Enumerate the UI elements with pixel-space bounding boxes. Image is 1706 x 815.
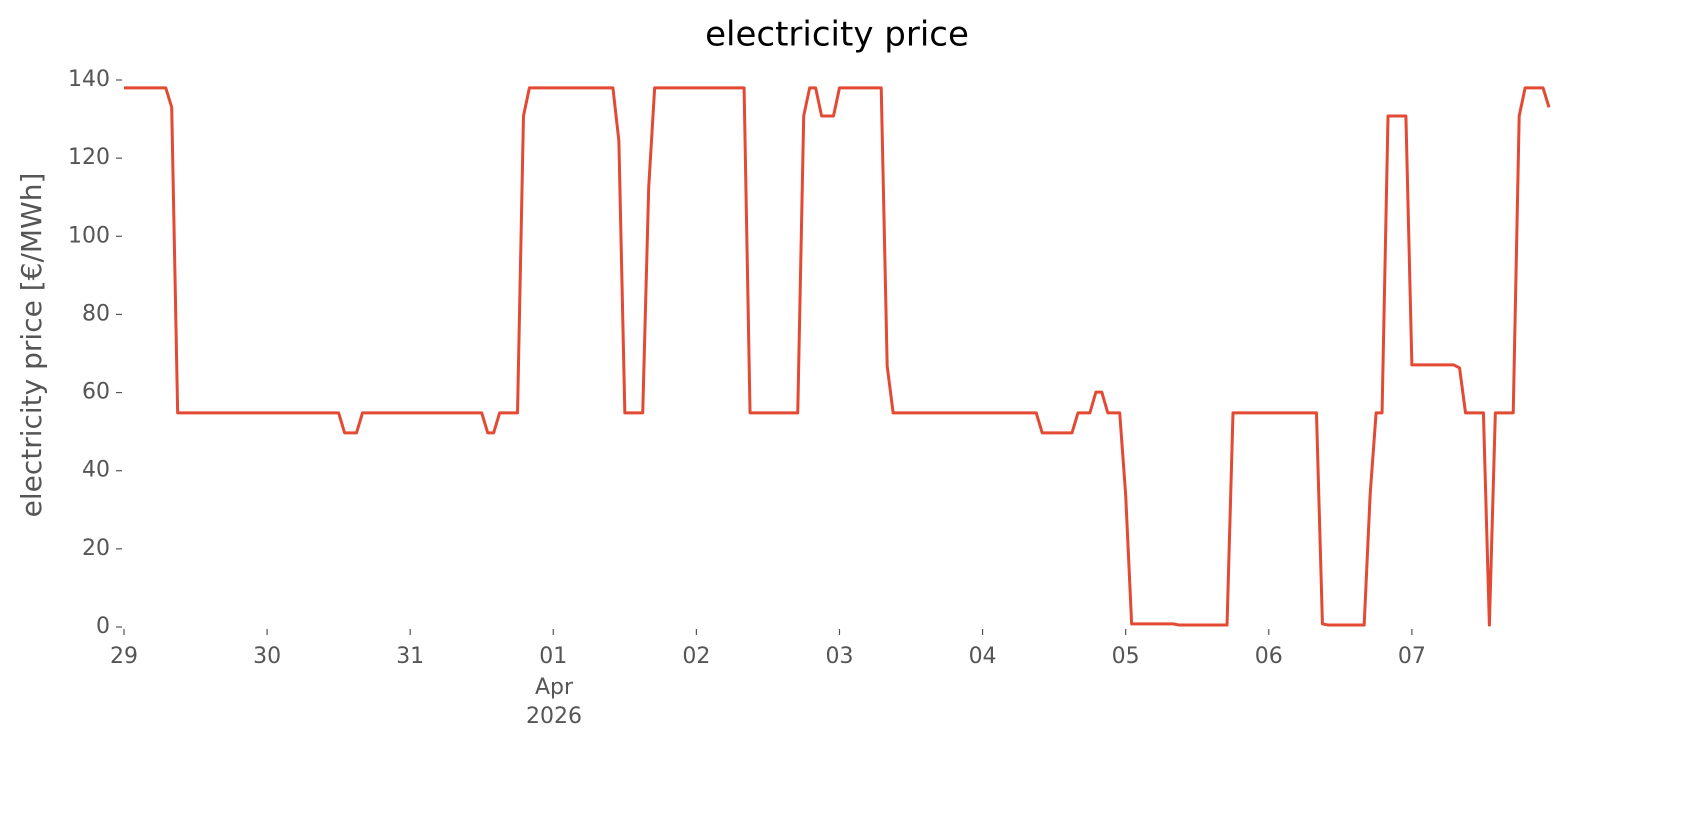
y-tick-label: 140: [68, 67, 110, 92]
y-tick-label: 20: [82, 536, 110, 561]
y-tick-label: 60: [82, 380, 110, 405]
x-year-label: 2026: [526, 704, 582, 729]
chart-title: electricity price: [705, 15, 969, 55]
x-tick-label: 07: [1398, 644, 1426, 669]
x-tick-label: 31: [396, 644, 424, 669]
y-tick-label: 100: [68, 223, 110, 248]
x-month-label: Apr: [535, 675, 574, 700]
x-tick-label: 29: [110, 644, 138, 669]
y-tick-label: 120: [68, 145, 110, 170]
x-tick-label: 02: [682, 644, 710, 669]
x-tick-label: 30: [253, 644, 281, 669]
x-tick-label: 05: [1112, 644, 1140, 669]
price-line: [124, 86, 1551, 627]
x-tick-label: 06: [1255, 644, 1283, 669]
x-tick-label: 04: [969, 644, 997, 669]
x-tick-label: 01: [539, 644, 567, 669]
y-tick-label: 40: [82, 458, 110, 483]
y-tick-label: 0: [96, 614, 110, 639]
y-axis-label: electricity price [€/MWh]: [15, 173, 48, 518]
x-tick-label: 03: [825, 644, 853, 669]
y-tick-label: 80: [82, 301, 110, 326]
